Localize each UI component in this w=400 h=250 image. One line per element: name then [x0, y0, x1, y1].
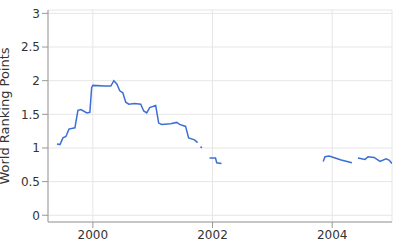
svg-text:1: 1 [32, 141, 40, 155]
svg-text:2.5: 2.5 [21, 40, 40, 54]
svg-text:2004: 2004 [317, 228, 348, 242]
svg-text:0.5: 0.5 [21, 175, 40, 189]
svg-text:3: 3 [32, 7, 40, 21]
svg-text:World Ranking Points: World Ranking Points [8, 47, 12, 184]
svg-text:0: 0 [32, 209, 40, 223]
svg-text:2002: 2002 [197, 228, 228, 242]
svg-text:1.5: 1.5 [21, 108, 40, 122]
svg-text:2000: 2000 [78, 228, 109, 242]
svg-text:2: 2 [32, 74, 40, 88]
